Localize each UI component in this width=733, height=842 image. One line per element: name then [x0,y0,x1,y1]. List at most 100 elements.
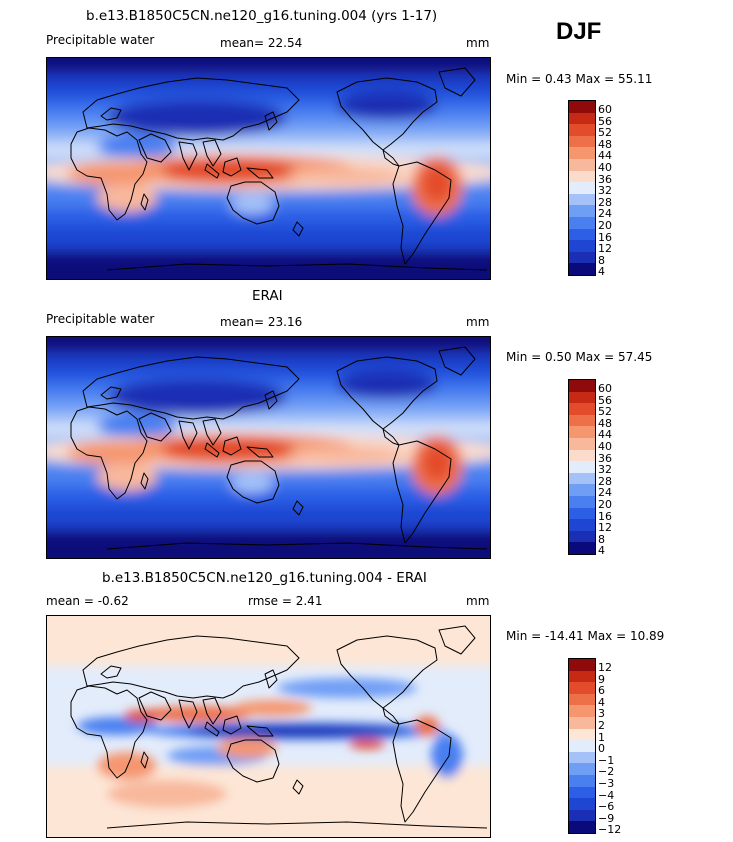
colorbar-1-box [569,101,595,113]
coastline-segment [202,697,222,725]
colorbar-2-tick-label: 20 [598,498,612,511]
coastline-segment [292,500,304,516]
colorbar-3-box [569,659,595,671]
colorbar-1-box [569,135,595,148]
coastline-segment [100,386,122,400]
coastline-segment [178,699,198,729]
panel-2-variable: Precipitable water [46,312,155,326]
colorbar-2-box [569,519,595,531]
coastline-segment [140,193,149,211]
coastline-segment [246,725,274,737]
colorbar-1-box [569,182,595,194]
colorbar-2-tick-label: 8 [598,532,605,546]
colorbar-3-tick-label: 2 [598,719,605,732]
coastline-segment [264,111,278,131]
colorbar-3-tick-label: −9 [598,811,615,825]
panel-2-minmax: Min = 0.50 Max = 57.45 [506,350,653,364]
panel-1-variable: Precipitable water [46,33,155,47]
colorbar-3-tick-label: 1 [598,730,605,744]
coastline-segment [292,779,304,795]
colorbar-1-box [569,193,595,206]
coastline-segment [226,460,280,504]
colorbar-3-tick-label: 6 [598,684,605,698]
coastline-segment [292,221,304,237]
colorbar-3-box [569,705,595,717]
coastline-segment [204,163,220,179]
coastline-segment [138,133,172,163]
colorbar-3-tick-label: −3 [598,777,615,790]
map-panel-1 [46,57,491,280]
coastline-segment [202,139,222,167]
colorbar-2-box [569,507,595,520]
colorbar-2-box [569,391,595,404]
panel-1-minmax: Min = 0.43 Max = 55.11 [506,72,653,86]
colorbar-1-box [569,124,595,136]
coastline-segment [382,707,400,725]
colorbar-1-box [569,170,595,183]
coastline-segment [222,157,242,177]
coastline-segment [392,719,452,823]
panel-2-mean: mean= 23.16 [220,315,303,329]
colorbar-3 [568,658,596,834]
coastline-segment [70,406,148,500]
colorbar-2-box [569,495,595,508]
colorbar-3-box [569,763,595,775]
coastline-segment [382,428,400,446]
coastline-segment [264,669,278,689]
colorbar-3-box [569,716,595,729]
colorbar-2-box [569,484,595,496]
map-panel-3 [46,615,491,838]
coastline-segment [178,420,198,450]
colorbar-2-box [569,380,595,392]
coastlines [70,346,488,550]
coastline-segment [140,472,149,490]
colorbar-1-tick-label: 40 [598,161,612,174]
colorbar-2-tick-label: 44 [598,428,612,442]
colorbar-1-tick-label: 60 [598,103,612,116]
colorbar-1-box [569,251,595,264]
colorbar-3-tick-label: −1 [598,753,615,767]
colorbar-2-tick-label: 48 [598,416,612,430]
colorbar-3-box [569,774,595,787]
panel-3-minmax: Min = -14.41 Max = 10.89 [506,629,665,643]
coastline-segment [106,263,488,271]
colorbar-3-tick-label: 9 [598,672,605,686]
coastline-segment [222,436,242,456]
panel-2-title: ERAI [252,288,283,304]
panel-1-mean: mean= 22.54 [220,36,303,50]
coastline-segment [138,691,172,721]
colorbar-3-tick-label: −2 [598,765,615,779]
panel-1-title: b.e13.B1850C5CN.ne120_g16.tuning.004 (yr… [86,8,438,24]
colorbar-1-tick-label: 16 [598,230,612,244]
coastline-segment [204,442,220,458]
colorbar-1 [568,100,596,276]
coastline-segment [202,418,222,446]
colorbar-1-box [569,240,595,252]
colorbar-2-box [569,461,595,473]
colorbar-2-tick-label: 36 [598,451,612,465]
colorbar-1-box [569,228,595,241]
colorbar-2-box [569,414,595,427]
coastline-segment [204,721,220,737]
colorbar-2-tick-label: 24 [598,486,612,500]
colorbar-2-box [569,437,595,450]
colorbar-3-box [569,798,595,810]
colorbar-3-box [569,693,595,706]
coastline-segment [382,149,400,167]
colorbar-3-box [569,821,595,833]
coastline-segment [100,107,122,121]
coastline-segment [226,739,280,783]
map-panel-2 [46,336,491,559]
coastline-segment [246,446,274,458]
coastlines [70,67,488,271]
colorbar-1-tick-label: 56 [598,114,612,128]
colorbar-3-tick-label: 3 [598,707,605,721]
colorbar-3-box [569,728,595,741]
coastline-segment [438,346,476,376]
colorbar-1-box [569,263,595,275]
colorbar-3-box [569,751,595,764]
panel-2-units: mm [466,315,490,329]
coastlines [70,625,488,829]
colorbar-2-tick-label: 40 [598,440,612,453]
colorbar-2-tick-label: 12 [598,521,612,535]
